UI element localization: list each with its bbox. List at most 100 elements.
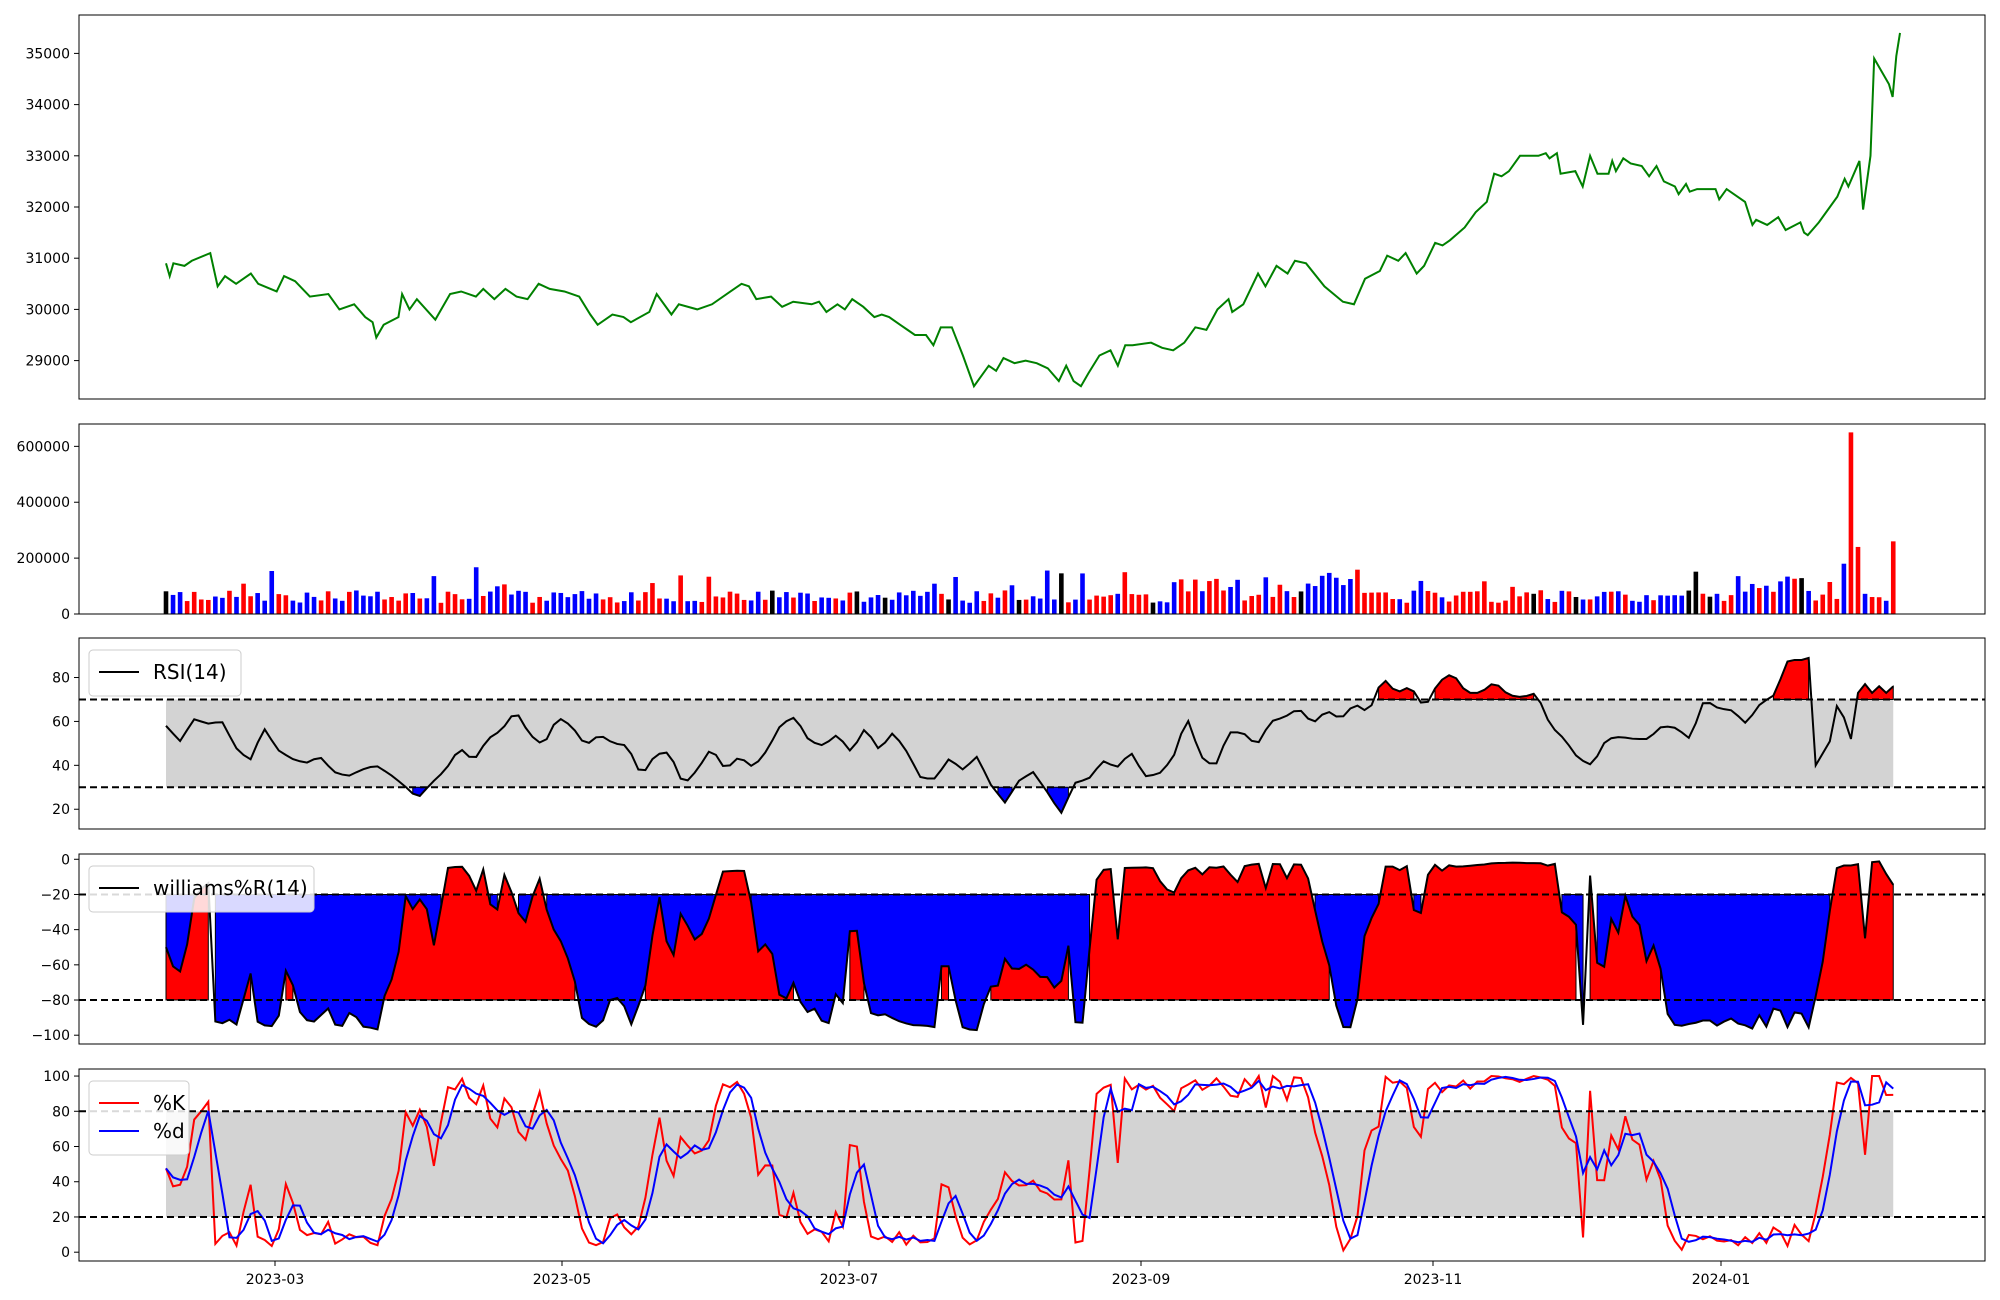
volume-bar xyxy=(1665,595,1670,614)
volume-bar xyxy=(1383,592,1388,614)
volume-bar xyxy=(1214,578,1219,614)
volume-bar xyxy=(311,596,317,614)
volume-bar xyxy=(1693,571,1699,614)
volume-bar xyxy=(396,600,401,614)
volume-bar xyxy=(347,591,352,614)
volume-bar xyxy=(1482,581,1487,614)
wr-y-tick-label: −60 xyxy=(40,958,70,974)
volume-bar xyxy=(1510,586,1515,614)
volume-bar xyxy=(1672,595,1677,614)
volume-bar xyxy=(748,600,754,614)
volume-bar xyxy=(1855,546,1861,614)
wr-axes-frame xyxy=(78,853,1986,1045)
volume-bar xyxy=(770,590,775,614)
volume-bar xyxy=(297,602,303,614)
volume-bar xyxy=(325,591,331,614)
volume-bar xyxy=(1890,541,1896,614)
volume-bar xyxy=(1580,599,1586,614)
volume-bar xyxy=(283,595,289,614)
volume-bar xyxy=(699,601,705,614)
volume-bar xyxy=(1496,602,1501,614)
volume-bar xyxy=(847,592,853,614)
volume-bar xyxy=(1827,582,1833,614)
volume-bar xyxy=(579,591,585,614)
stoch-y-tick-label: 20 xyxy=(52,1210,70,1226)
volume-bar xyxy=(812,600,817,614)
volume-bar xyxy=(1263,577,1269,614)
volume-bar xyxy=(657,598,662,614)
volume-bar xyxy=(361,595,366,614)
volume-bar xyxy=(1059,573,1064,614)
volume-bar xyxy=(1087,599,1092,614)
volume-bar xyxy=(953,576,958,614)
volume-bar xyxy=(1270,596,1276,614)
price-y-tick-label: 31000 xyxy=(25,251,70,267)
stoch-y-tick-label: 60 xyxy=(52,1140,70,1156)
volume-bar xyxy=(1559,590,1565,614)
volume-bar xyxy=(466,598,472,614)
volume-bar xyxy=(1108,595,1113,614)
volume-bar xyxy=(911,590,916,614)
volume-bar xyxy=(967,602,972,614)
price-panel: 29000 30000 31000 32000 33000 34000 35000 xyxy=(25,14,1986,400)
volume-bar xyxy=(1312,586,1318,614)
volume-bar xyxy=(1785,576,1790,614)
volume-bar xyxy=(198,599,204,614)
rsi-axes-frame xyxy=(78,637,1986,830)
volume-bar xyxy=(452,594,458,614)
volume-bar xyxy=(636,600,641,614)
volume-bar xyxy=(974,591,980,614)
volume-bar xyxy=(1714,593,1720,614)
volume-bar xyxy=(1115,593,1121,614)
volume-bar xyxy=(1334,577,1339,614)
volume-bar xyxy=(1848,432,1854,614)
wr-overbought-fill xyxy=(384,866,576,1001)
volume-bar xyxy=(163,591,169,614)
volume-bar xyxy=(1446,601,1452,614)
volume-bar xyxy=(1721,600,1727,614)
price-y-tick-label: 29000 xyxy=(25,354,70,370)
volume-bar xyxy=(1869,597,1875,614)
volume-bar xyxy=(544,600,549,614)
volume-bar xyxy=(509,594,514,614)
volume-bar xyxy=(495,586,500,614)
volume-bar xyxy=(1193,579,1198,614)
volume-bar xyxy=(1883,600,1889,614)
volume-bar xyxy=(685,601,690,614)
volume-bar xyxy=(213,596,218,614)
volume-bar xyxy=(784,592,789,614)
volume-bar xyxy=(1834,598,1840,614)
volume-bar xyxy=(1707,596,1713,614)
volume-bar xyxy=(1545,599,1551,614)
rsi-overbought-fill xyxy=(1772,657,1810,700)
wr-line xyxy=(165,860,1895,1032)
volume-bar xyxy=(1235,579,1240,614)
volume-bar xyxy=(1164,602,1170,614)
volume-bar xyxy=(1799,578,1804,614)
volume-bar xyxy=(276,594,282,614)
volume-bar xyxy=(558,592,564,614)
volume-bar xyxy=(220,597,225,614)
volume-bar xyxy=(241,583,246,614)
stoch-y-tick-label: 80 xyxy=(52,1104,70,1120)
volume-bar xyxy=(678,575,683,614)
volume-bar xyxy=(777,597,782,614)
volume-bar xyxy=(1348,579,1353,614)
volume-bar xyxy=(1256,594,1262,614)
rsi-legend-box xyxy=(88,649,242,697)
volume-y-tick-label: 0 xyxy=(61,607,70,623)
volume-bar xyxy=(1178,579,1184,614)
volume-bar xyxy=(819,597,824,614)
volume-bar xyxy=(586,598,592,614)
volume-bar xyxy=(896,592,902,614)
volume-bar xyxy=(1319,575,1325,614)
volume-bar xyxy=(184,601,190,614)
volume-bar xyxy=(523,591,528,614)
volume-bar xyxy=(1764,585,1769,614)
volume-bar xyxy=(1566,591,1572,614)
volume-bar xyxy=(960,600,965,614)
volume-bar xyxy=(854,591,860,614)
volume-bar xyxy=(1467,591,1473,614)
volume-bar xyxy=(614,602,620,614)
volume-bar xyxy=(382,599,387,614)
